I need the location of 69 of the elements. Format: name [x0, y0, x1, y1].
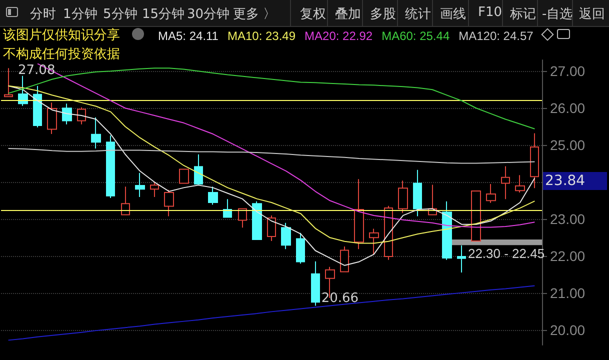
candlestick — [384, 205, 393, 260]
text: MA5: 24.11 — [158, 29, 219, 43]
text: 更多 〉 — [233, 6, 276, 23]
text: MA20: 22.92 — [304, 29, 373, 43]
text: 返回 — [579, 6, 605, 23]
candlestick — [530, 132, 539, 189]
text: MA120: 24.57 — [458, 29, 534, 43]
candlestick — [208, 186, 218, 206]
text: 画线 — [440, 6, 466, 23]
text: 23.84 — [543, 172, 607, 190]
text: 1分钟 — [63, 6, 98, 23]
text: 叠加 — [335, 6, 361, 23]
text: MA60: 25.44 — [382, 29, 450, 43]
candlestick — [47, 102, 57, 135]
y-tick-label: 26.00 — [550, 100, 586, 116]
candlestick — [252, 200, 262, 240]
candlestick — [4, 68, 13, 98]
candlestick — [281, 222, 291, 250]
candlestick — [18, 75, 28, 106]
text: 统计 — [405, 6, 431, 23]
candlestick — [33, 85, 42, 128]
text: 15分钟 — [142, 6, 185, 23]
annotation: 不构成任何投资依据 — [3, 46, 120, 63]
candlestick — [135, 172, 145, 198]
band-label: 22.30 - 22.45 — [468, 246, 545, 262]
candlestick — [267, 214, 276, 242]
text: MA10: 23.49 — [227, 29, 296, 43]
line-series — [8, 148, 536, 164]
candlestick — [106, 135, 115, 199]
candlestick — [501, 166, 510, 200]
candlestick — [194, 154, 203, 184]
candlestick — [369, 228, 379, 255]
candlestick — [62, 103, 72, 125]
text: 30分钟 — [187, 6, 230, 23]
text: F10 — [478, 5, 502, 20]
candlestick — [515, 174, 525, 194]
y-tick-label: 23.00 — [550, 211, 586, 228]
candlestick — [296, 232, 305, 264]
candlestick — [121, 186, 130, 216]
candlestick — [442, 200, 452, 260]
y-tick-label: 21.00 — [550, 285, 586, 302]
candlestick — [77, 106, 86, 125]
candlestick — [471, 190, 481, 242]
candlestick — [457, 244, 466, 273]
text: 标记 — [510, 6, 536, 23]
candlestick — [486, 183, 496, 204]
text: 5分钟 — [103, 6, 138, 23]
text: -自选 — [542, 6, 573, 23]
text: 分时 — [30, 6, 56, 23]
candlestick — [150, 181, 159, 198]
annotation: 20.66 — [321, 290, 359, 306]
text: 复权 — [300, 6, 326, 23]
y-tick-label: 25.00 — [550, 137, 586, 154]
y-tick-label: 27.00 — [550, 63, 586, 80]
candlestick — [340, 246, 349, 272]
y-tick-label: 22.00 — [550, 248, 586, 264]
candlestick — [398, 180, 408, 214]
text: 该图片仅供知识分享 — [3, 27, 120, 44]
candlestick — [238, 208, 247, 228]
candlestick — [413, 169, 422, 217]
candlestick — [354, 178, 364, 250]
candlestick — [179, 168, 189, 184]
candlestick — [311, 260, 320, 306]
line-series — [8, 285, 536, 341]
annotation: 27.08 — [18, 63, 56, 78]
candlestick — [91, 116, 101, 149]
y-tick-label: 20.00 — [550, 322, 586, 338]
candlestick — [164, 189, 174, 217]
text: 多股 — [370, 6, 396, 23]
